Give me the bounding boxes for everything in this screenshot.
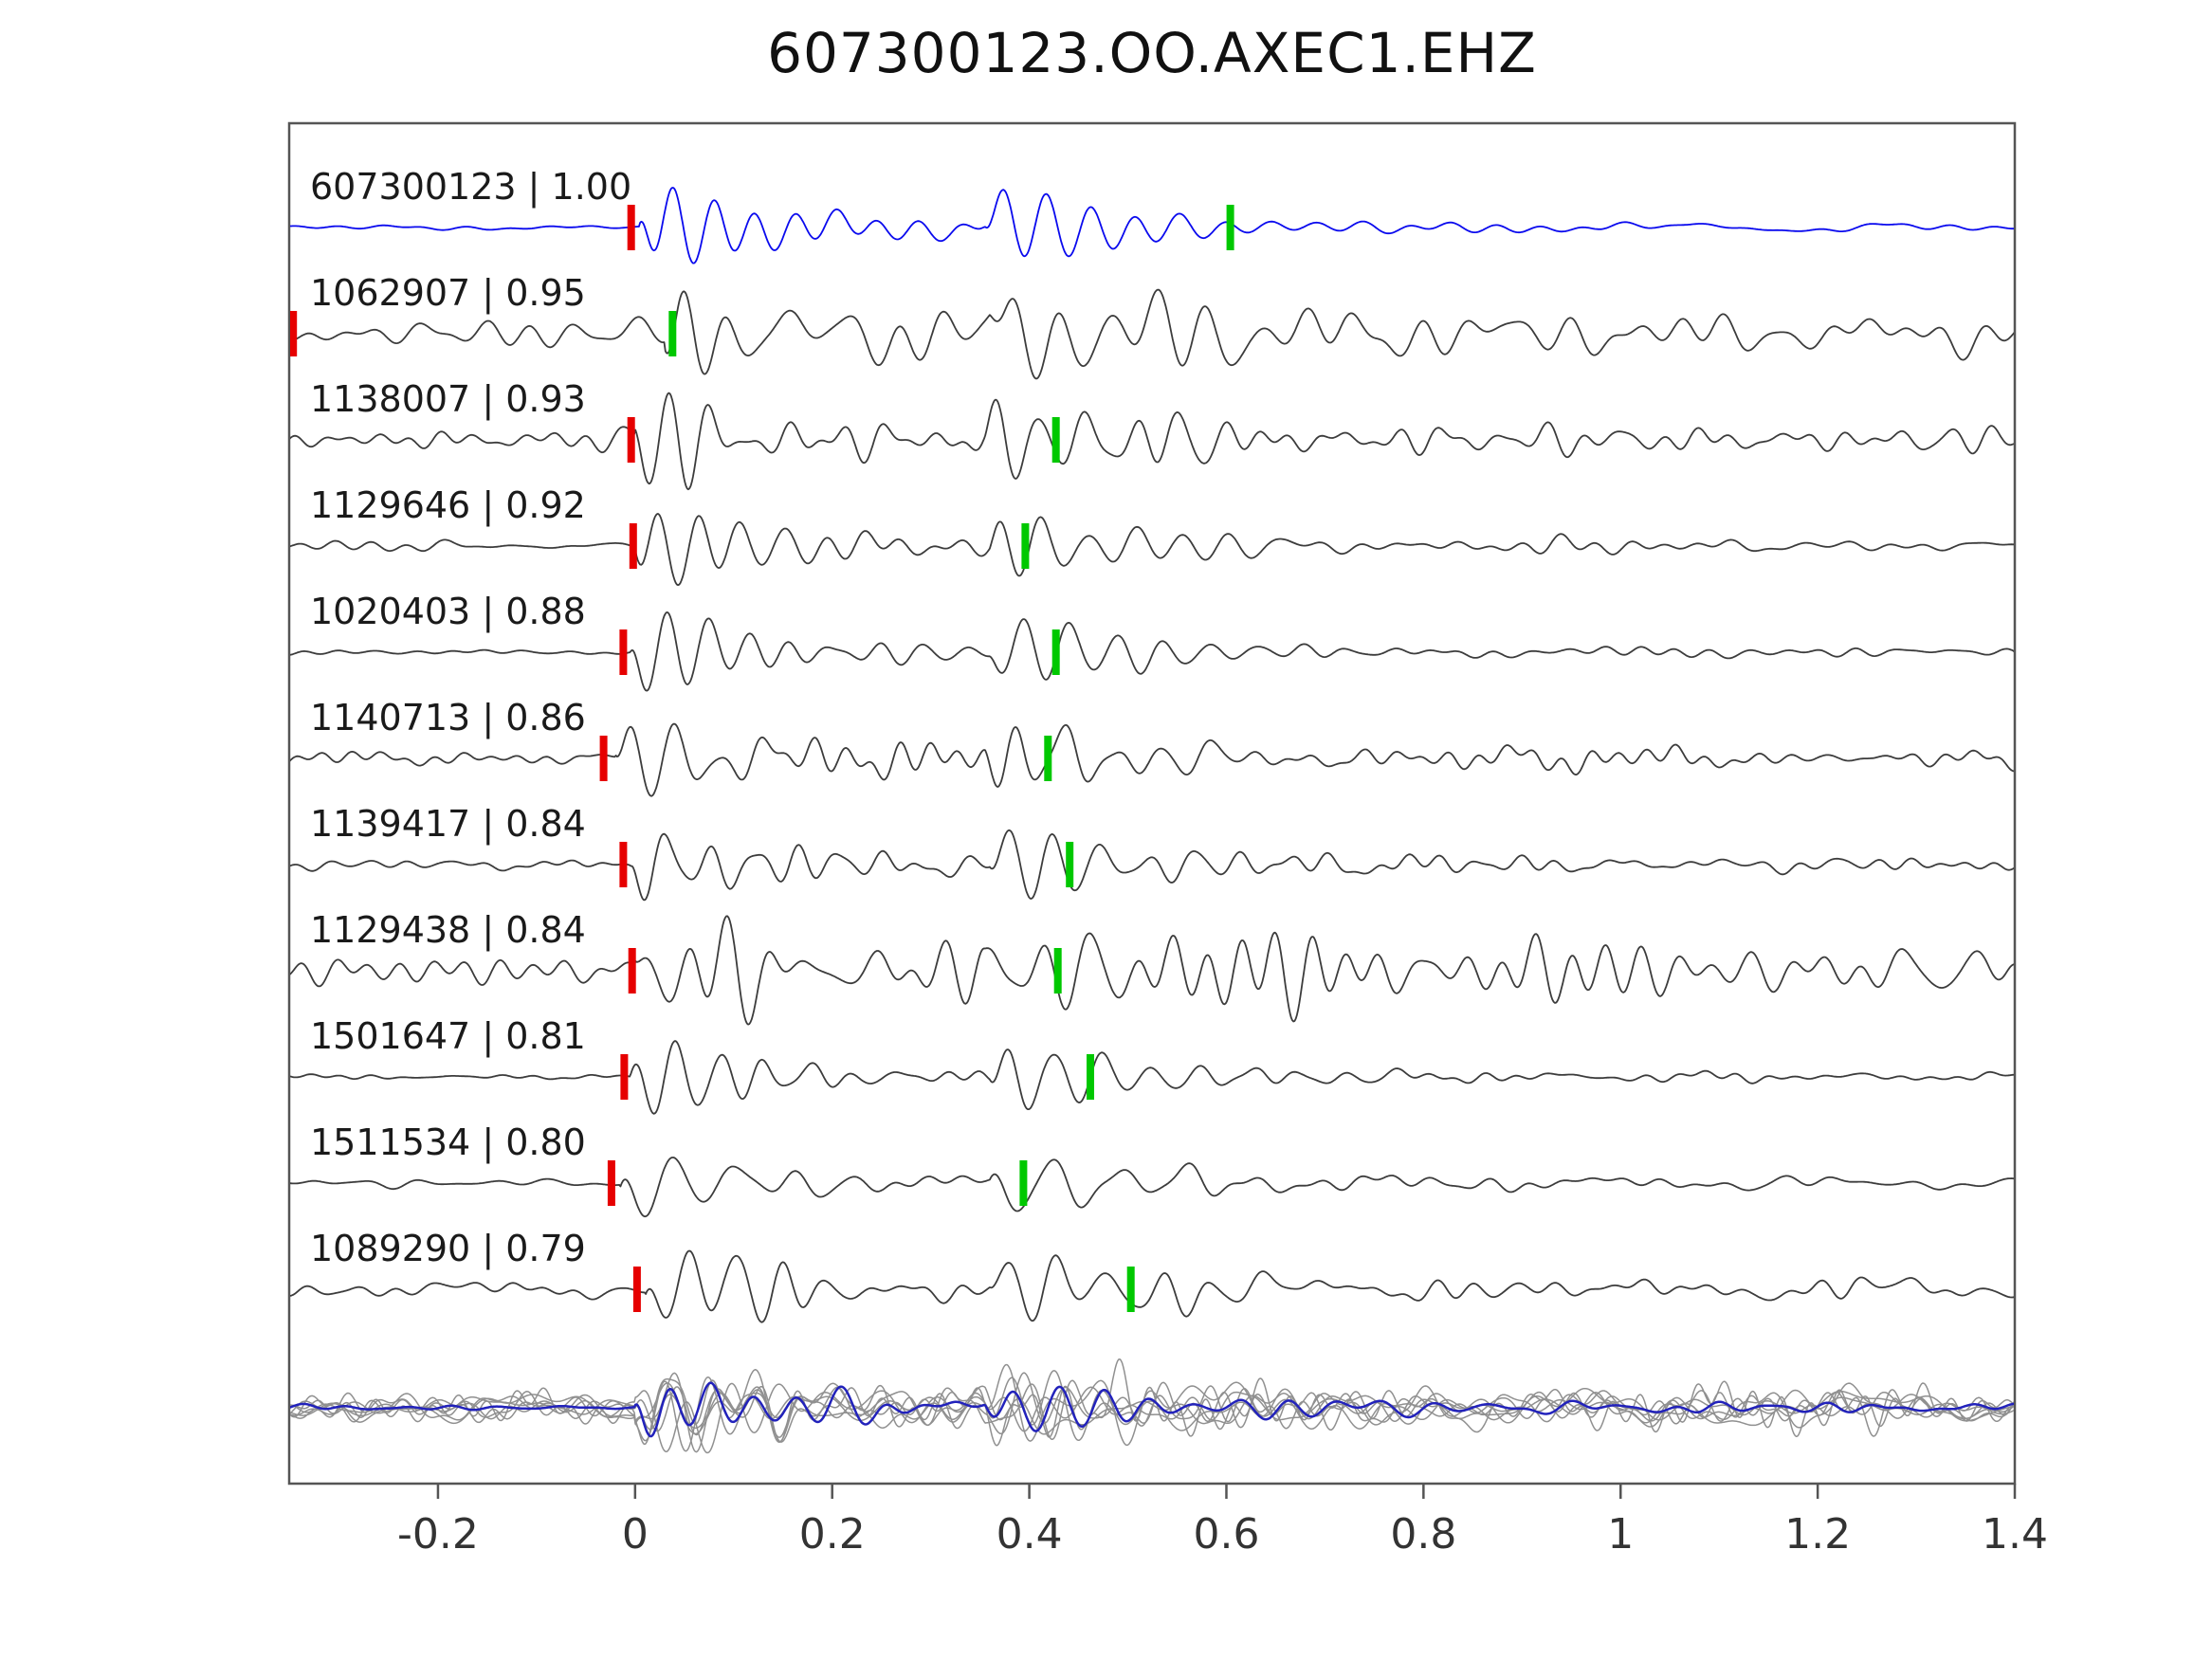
trace-label-1501647: 1501647 | 0.81 (310, 1015, 586, 1058)
green-pick-marker-1129438 (1053, 948, 1062, 994)
trace-label-607300123: 607300123 | 1.00 (310, 166, 631, 209)
green-pick-marker-1020403 (1051, 629, 1060, 675)
green-pick-marker-1501647 (1087, 1054, 1094, 1100)
x-tick-label-0.6: 0.6 (1193, 1510, 1259, 1559)
trace-waveform-1129438 (290, 915, 2014, 1026)
x-tick-label-0.2: 0.2 (799, 1510, 866, 1559)
figure-title: 607300123.OO.AXEC1.EHZ (767, 21, 1537, 85)
trace-waveform-1062907 (290, 288, 2014, 380)
red-pick-marker-1129438 (628, 948, 636, 994)
x-tick-label-0: 0 (622, 1510, 649, 1559)
trace-waveform-607300123 (290, 187, 2014, 264)
stack-overlay-waveform-5 (290, 1358, 2014, 1447)
x-tick-label--0.2: -0.2 (397, 1510, 479, 1559)
trace-label-1129438: 1129438 | 0.84 (310, 909, 586, 952)
trace-waveform-1129646 (290, 513, 2014, 587)
trace-label-1020403: 1020403 | 0.88 (310, 591, 586, 633)
trace-waveform-1020403 (290, 611, 2014, 692)
stack-waveform (290, 1381, 2014, 1438)
trace-waveform-1138007 (290, 392, 2014, 491)
trace-waveform-1511534 (290, 1157, 2014, 1218)
green-pick-marker-1129646 (1021, 523, 1030, 569)
trace-label-1089290: 1089290 | 0.79 (310, 1228, 586, 1270)
green-pick-marker-1138007 (1051, 417, 1060, 463)
trace-waveform-1140713 (290, 722, 2014, 797)
red-pick-marker-1089290 (632, 1267, 641, 1312)
red-pick-marker-1501647 (620, 1054, 629, 1100)
axis-frame (287, 121, 2017, 1486)
trace-waveform-1501647 (290, 1040, 2014, 1115)
trace-label-1140713: 1140713 | 0.86 (310, 697, 586, 739)
red-pick-marker-1139417 (619, 842, 628, 887)
red-pick-marker-1511534 (607, 1160, 615, 1206)
green-pick-marker-1089290 (1126, 1267, 1135, 1312)
green-pick-marker-1140713 (1044, 736, 1052, 781)
trace-waveform-1139417 (290, 829, 2014, 902)
green-pick-marker-1062907 (668, 311, 677, 356)
trace-label-1129646: 1129646 | 0.92 (310, 484, 586, 527)
red-pick-marker-1140713 (599, 736, 608, 781)
x-tick-label-1.4: 1.4 (1982, 1510, 2048, 1559)
trace-label-1062907: 1062907 | 0.95 (310, 272, 586, 315)
stack-overlay-waveform-3 (290, 1372, 2014, 1453)
green-pick-marker-1139417 (1066, 842, 1074, 887)
x-tick-label-0.4: 0.4 (996, 1510, 1063, 1559)
trace-label-1138007: 1138007 | 0.93 (310, 378, 586, 421)
x-tick-label-1.2: 1.2 (1784, 1510, 1851, 1559)
red-pick-marker-1020403 (619, 629, 628, 675)
trace-label-1511534: 1511534 | 0.80 (310, 1121, 586, 1164)
green-pick-marker-1511534 (1019, 1160, 1028, 1206)
red-pick-marker-607300123 (627, 205, 635, 250)
x-tick-label-1: 1 (1607, 1510, 1634, 1559)
red-pick-marker-1129646 (629, 523, 637, 569)
red-pick-marker-1062907 (290, 311, 298, 356)
red-pick-marker-1138007 (627, 417, 635, 463)
x-tick-label-0.8: 0.8 (1390, 1510, 1456, 1559)
green-pick-marker-607300123 (1226, 205, 1234, 250)
trace-waveform-1089290 (290, 1249, 2014, 1323)
trace-label-1139417: 1139417 | 0.84 (310, 803, 586, 846)
